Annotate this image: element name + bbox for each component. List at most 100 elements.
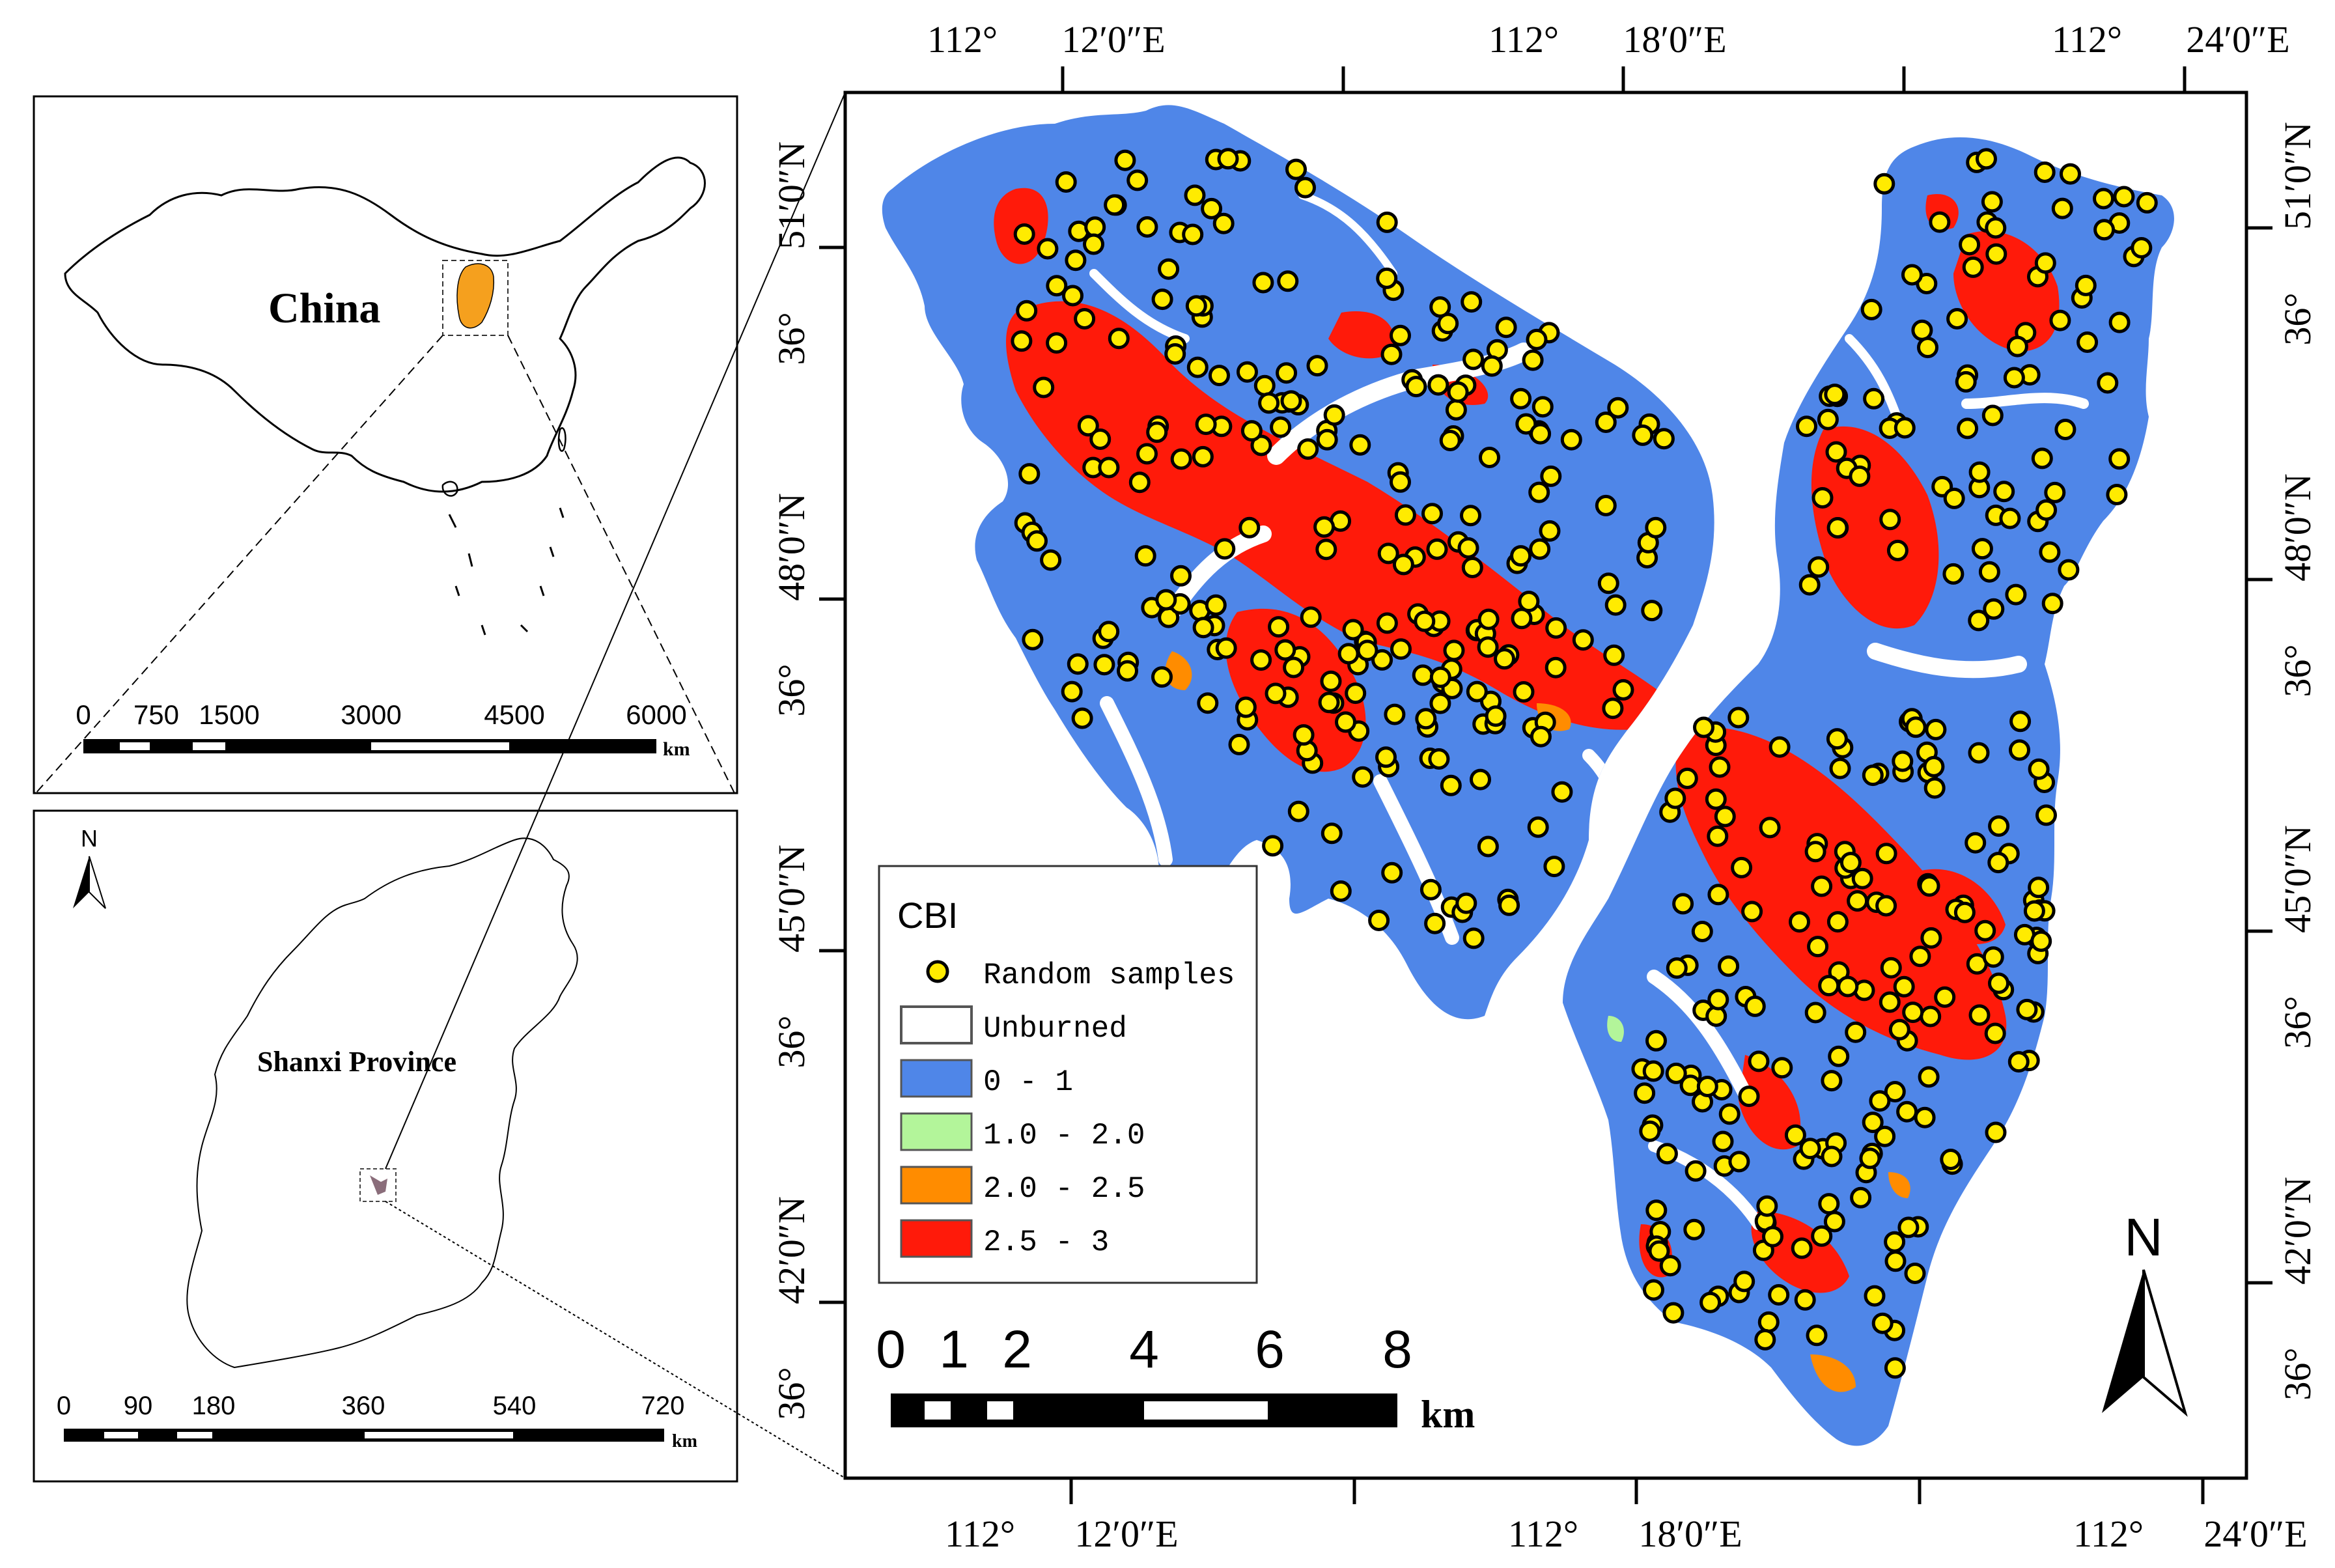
sample-point <box>1526 328 1548 350</box>
right-coord-deg: 36° <box>2276 996 2319 1048</box>
sample-point <box>1293 724 1315 746</box>
right-coord-deg: 36° <box>2276 644 2319 697</box>
sample-point <box>1276 362 1298 384</box>
sample-point <box>1274 639 1296 661</box>
sample-point <box>1665 1062 1687 1084</box>
sample-point <box>1390 471 1411 493</box>
sample-point <box>1419 878 1442 901</box>
sample-point <box>1258 392 1280 414</box>
bottom-coord-min: 12′0″E <box>1074 1513 1178 1555</box>
sample-point <box>1318 692 1340 714</box>
sample-point <box>1851 867 1873 889</box>
sample-point <box>1728 1151 1750 1173</box>
sample-point <box>2007 1051 2030 1073</box>
sample-point <box>1595 412 1617 433</box>
sample-point <box>1884 1081 1906 1102</box>
sample-point <box>1390 638 1412 660</box>
sample-point <box>1884 1357 1906 1379</box>
sample-point <box>1235 696 1257 718</box>
sample-point <box>1545 617 1567 639</box>
sample-point <box>1849 465 1871 487</box>
sample-point <box>1873 173 1895 195</box>
sample-point <box>1804 1001 1826 1024</box>
sample-point <box>2039 541 2061 563</box>
sample-point <box>1037 238 1059 260</box>
sample-point <box>1987 852 2009 874</box>
sample-point <box>1262 835 1284 857</box>
sample-point <box>1186 356 1209 378</box>
sample-point <box>1862 764 1884 787</box>
sample-point <box>1128 471 1151 494</box>
sample-point <box>1330 880 1352 902</box>
sample-point <box>1368 910 1390 931</box>
sample-point <box>1114 149 1136 171</box>
sample-point <box>1527 816 1549 838</box>
sample-point <box>1959 234 1981 256</box>
sample-point <box>1645 516 1667 539</box>
sample-point <box>1511 608 1533 630</box>
sample-point <box>1083 233 1104 255</box>
sample-point <box>1074 308 1096 329</box>
sample-point <box>1612 679 1634 701</box>
sample-point <box>1108 328 1130 350</box>
sample-point <box>1597 572 1619 595</box>
sample-point <box>1988 815 2010 837</box>
sample-point <box>1850 1186 1872 1209</box>
sample-point <box>1693 716 1714 738</box>
sample-point <box>1530 423 1552 445</box>
shanxi-scale-tick: 720 <box>641 1392 685 1420</box>
sample-point <box>1287 800 1309 822</box>
sample-point <box>1560 428 1582 451</box>
sample-point <box>1481 355 1503 377</box>
sample-point <box>1860 298 1882 320</box>
sample-point <box>1253 374 1276 397</box>
sample-point <box>1968 461 1991 483</box>
sample-point <box>1455 892 1477 914</box>
sample-point <box>1981 404 2004 427</box>
legend-item-label: 2.5 - 3 <box>983 1225 1109 1259</box>
sample-point <box>1510 387 1532 410</box>
sample-point <box>1744 995 1766 1017</box>
sample-point <box>1427 374 1449 396</box>
sample-point <box>1748 1050 1770 1072</box>
sample-point <box>1897 1216 1920 1239</box>
sample-point <box>1356 639 1378 662</box>
sample-point <box>1659 1255 1681 1277</box>
sample-point <box>1089 428 1112 450</box>
legend-swatch-class-1-2 <box>900 1112 973 1151</box>
sample-point <box>1925 718 1947 740</box>
sample-point <box>1642 1060 1664 1082</box>
sample-point <box>1718 1103 1741 1125</box>
sample-point <box>2076 331 2099 353</box>
sample-point <box>1392 553 1414 576</box>
sample-point <box>1917 337 1938 359</box>
bottom-coord-deg: 112° <box>2073 1513 2144 1555</box>
sample-point <box>2030 930 2052 952</box>
sample-point <box>2058 559 2080 581</box>
sample-point <box>1634 1082 1656 1104</box>
sample-point <box>2093 188 2114 210</box>
sample-point <box>2131 237 2153 259</box>
sample-point <box>1847 890 1869 912</box>
sample-point <box>2075 274 2097 296</box>
sample-point <box>1645 1029 1667 1052</box>
shanxi-scale-tick: 360 <box>342 1392 385 1420</box>
sample-point <box>1641 600 1663 622</box>
sample-point <box>1170 565 1192 587</box>
sample-point <box>1923 755 1945 777</box>
sample-point <box>1985 243 2007 265</box>
sample-point <box>1445 399 1467 421</box>
sample-point <box>1440 774 1462 796</box>
sample-point <box>1875 843 1897 865</box>
sample-point <box>1918 875 1940 897</box>
sample-point <box>2016 998 2038 1020</box>
shanxi-outline <box>186 837 578 1369</box>
sample-point <box>1342 619 1364 641</box>
sample-point <box>1707 884 1729 906</box>
sample-point <box>1821 1145 1843 1168</box>
sample-point <box>1639 1120 1661 1142</box>
sample-point <box>1250 649 1272 671</box>
bottom-coordinate-labels: 112° 12′0″E 112° 18′0″E 112° 24′0″E <box>945 1513 2308 1555</box>
sample-point <box>1859 1147 1881 1169</box>
china-outline <box>64 156 706 493</box>
